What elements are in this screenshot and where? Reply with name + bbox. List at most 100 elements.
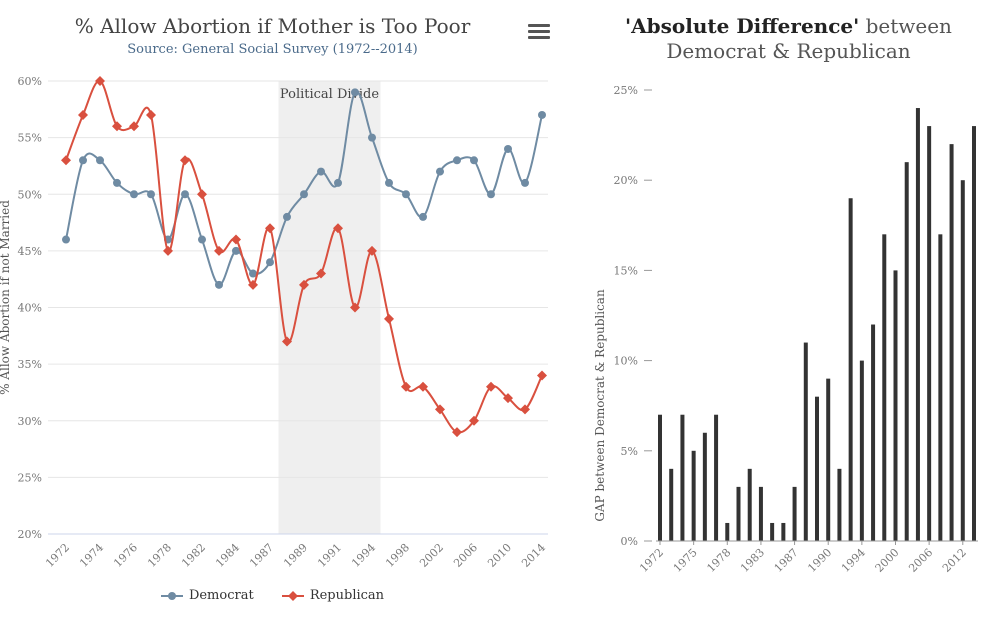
line-chart-title: % Allow Abortion if Mother is Too Poor	[74, 14, 471, 38]
bar-x-tick-label: 2006	[906, 546, 935, 575]
democrat-point	[334, 178, 342, 187]
bar	[871, 324, 876, 541]
republican-point	[61, 155, 71, 166]
republican-point	[146, 109, 156, 120]
republican-point	[333, 223, 343, 234]
bar	[702, 432, 707, 541]
x-tick-label: 1984	[213, 541, 242, 570]
republican-point	[537, 370, 547, 381]
bar	[882, 234, 887, 541]
bar	[938, 234, 943, 541]
bar	[770, 522, 775, 541]
legend-republican-label: Republican	[309, 588, 385, 603]
republican-point	[469, 415, 479, 426]
bar	[972, 126, 976, 541]
democrat-point	[300, 190, 308, 199]
bar	[837, 468, 842, 541]
democrat-point	[130, 190, 138, 199]
bar	[680, 414, 685, 541]
democrat-point	[402, 190, 410, 199]
x-tick-label: 1982	[179, 541, 208, 570]
republican-point	[265, 223, 275, 234]
bar-x-tick-label: 1987	[772, 546, 801, 575]
bar-x-tick-label: 1990	[805, 546, 834, 575]
republican-point	[282, 336, 292, 347]
bar-chart-title: 'Absolute Difference' between Democrat &…	[580, 14, 997, 64]
republican-point	[95, 76, 105, 86]
democrat-point	[504, 144, 512, 153]
legend-item-republican[interactable]: Republican	[281, 588, 385, 603]
line-chart-legend: Democrat Republican	[0, 588, 545, 606]
line-chart-svg: Political Divide 20% 25% 30% 35% 40% 45% 50% 55%…	[0, 75, 548, 570]
bar-y-tick-label: 0%	[621, 535, 638, 548]
bar-x-tick-label: 2012	[940, 546, 969, 575]
democrat-point	[62, 235, 70, 244]
democrat-point	[419, 212, 427, 221]
republican-point	[197, 189, 207, 200]
line-chart-panel: % Allow Abortion if Mother is Too Poor S…	[0, 14, 550, 606]
bar-y-tick-label: 25%	[614, 84, 638, 97]
x-tick-label: 1998	[383, 541, 412, 570]
bar-y-tick-label: 20%	[614, 174, 638, 187]
democrat-point	[232, 246, 240, 255]
bar-chart-title-bold: 'Absolute Difference'	[625, 14, 860, 38]
x-tick-label: 2014	[519, 541, 548, 570]
bar	[927, 126, 932, 541]
republican-point	[163, 245, 173, 256]
republican-point	[452, 427, 462, 438]
x-tick-label: 1972	[43, 541, 72, 570]
democrat-point	[147, 190, 155, 199]
bar	[949, 144, 954, 541]
democrat-point	[283, 212, 291, 221]
bar	[747, 468, 752, 541]
democrat-point	[215, 280, 223, 289]
x-tick-label: 1987	[247, 541, 276, 570]
y-tick-label: 20%	[18, 528, 42, 541]
democrat-point	[436, 167, 444, 176]
legend-item-democrat[interactable]: Democrat	[160, 588, 254, 603]
bar	[815, 396, 819, 541]
y-tick-label: 40%	[18, 302, 42, 315]
bar	[826, 378, 831, 541]
y-tick-label: 55%	[18, 132, 42, 145]
republican-point	[486, 381, 496, 392]
x-tick-label: 1978	[145, 541, 174, 570]
republican-point	[350, 302, 360, 313]
democrat-point	[79, 156, 87, 165]
democrat-point	[181, 190, 189, 199]
bar	[893, 270, 898, 541]
democrat-point	[487, 190, 495, 199]
democrat-point	[317, 167, 325, 176]
democrat-point	[198, 235, 206, 244]
hamburger-menu-icon[interactable]	[528, 24, 550, 40]
democrat-point	[266, 258, 274, 267]
bar-y-tick-label: 5%	[621, 445, 638, 458]
democrat-point	[538, 110, 546, 119]
republican-point	[112, 121, 122, 132]
bar	[669, 468, 674, 541]
republican-point	[520, 404, 530, 415]
republican-point	[418, 381, 428, 392]
bar	[658, 414, 662, 541]
legend-republican-marker-icon	[281, 590, 304, 601]
y-tick-label: 50%	[18, 188, 42, 201]
bar-y-axis-label: GAP between Democrat & Republican	[593, 289, 607, 522]
bar	[859, 360, 864, 541]
line-chart-subtitle: Source: General Social Survey (1972--201…	[127, 42, 418, 57]
bar	[803, 342, 808, 541]
republican-point	[78, 109, 88, 120]
x-tick-label: 2010	[485, 541, 514, 570]
bar-x-tick-label: 1994	[839, 546, 868, 575]
bar	[904, 162, 909, 541]
bar	[848, 198, 853, 542]
y-tick-label: 45%	[18, 245, 42, 258]
republican-point	[503, 393, 513, 404]
democrat-point	[521, 178, 529, 187]
y-tick-label: 25%	[18, 471, 42, 484]
republican-point	[435, 404, 445, 415]
bar	[792, 486, 797, 541]
bar	[714, 414, 719, 541]
republican-point	[129, 121, 139, 132]
bar	[915, 108, 920, 541]
bar-y-tick-label: 10%	[614, 355, 638, 368]
